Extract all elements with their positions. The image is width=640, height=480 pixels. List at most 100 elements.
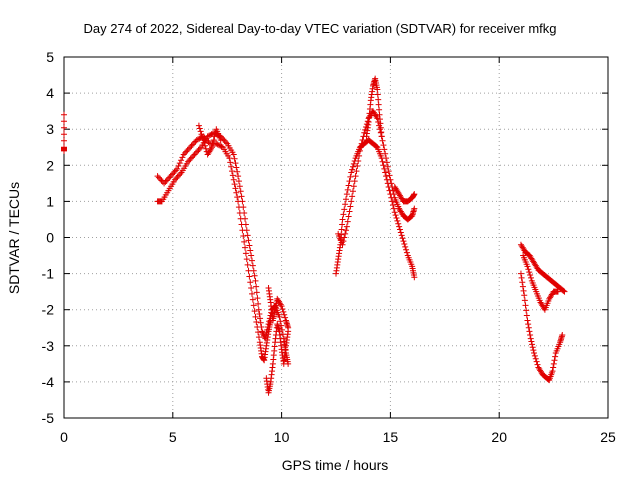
data-point-marker (237, 188, 244, 195)
data-point-marker (253, 289, 260, 296)
data-point-marker (534, 361, 541, 368)
data-point-marker (342, 201, 349, 208)
data-point-marker (195, 147, 202, 154)
data-point-marker (252, 277, 259, 284)
data-point-marker (208, 144, 215, 151)
data-point-marker (345, 182, 352, 189)
data-point-marker (247, 279, 254, 286)
data-point-marker (560, 287, 567, 294)
data-point-marker (179, 154, 186, 161)
data-point-marker (341, 206, 348, 213)
data-point-marker (257, 315, 264, 322)
data-point-marker (338, 226, 345, 233)
data-point-marker (517, 270, 524, 277)
data-point-marker (240, 204, 247, 211)
data-point-marker (243, 256, 250, 263)
data-point-marker (251, 272, 258, 279)
data-point-marker (339, 216, 346, 223)
data-point-marker (343, 227, 350, 234)
data-point-marker (340, 211, 347, 218)
data-point-marker (393, 215, 400, 222)
data-point-marker (205, 132, 212, 139)
data-point-marker (285, 324, 292, 331)
y-tick-label: -4 (42, 374, 55, 390)
data-point-marker (248, 285, 255, 292)
data-point-marker (257, 319, 264, 326)
data-point-marker (163, 177, 170, 184)
data-point-marker (166, 174, 173, 181)
data-point-marker (233, 164, 240, 171)
data-point-marker (176, 160, 183, 167)
data-point-marker (520, 287, 527, 294)
data-point-marker (265, 321, 272, 328)
data-point-marker (244, 232, 251, 239)
data-point-marker (249, 296, 256, 303)
data-point-marker (183, 148, 190, 155)
y-tick-label: 0 (46, 230, 54, 246)
data-point-marker (281, 311, 288, 318)
data-point-marker (353, 168, 360, 175)
data-point-marker (522, 302, 529, 309)
data-point-marker (204, 133, 211, 140)
data-point-marker (177, 170, 184, 177)
data-point-marker (278, 303, 285, 310)
x-axis-label: GPS time / hours (282, 457, 389, 473)
data-point-marker (379, 158, 386, 165)
data-point-marker (234, 194, 241, 201)
data-point-marker (264, 326, 271, 333)
data-point-marker (526, 328, 533, 335)
data-point-marker (356, 147, 363, 154)
data-point-marker (198, 131, 205, 138)
data-point-marker (342, 230, 349, 237)
y-tick-label: 4 (46, 85, 54, 101)
data-point-marker (559, 331, 566, 338)
data-point-marker (399, 235, 406, 242)
data-point-marker (253, 283, 260, 290)
data-point-marker (347, 203, 354, 210)
data-point-marker (236, 183, 243, 190)
data-point-marker (227, 159, 234, 166)
chart-title: Day 274 of 2022, Sidereal Day-to-day VTE… (84, 21, 557, 36)
data-point-marker (389, 198, 396, 205)
data-point-marker (525, 321, 532, 328)
data-point-marker (343, 223, 350, 230)
data-point-marker (349, 193, 356, 200)
y-tick-label: -3 (42, 338, 55, 354)
data-point-marker (202, 142, 209, 149)
data-point-marker (533, 358, 540, 365)
data-point-marker (235, 178, 242, 185)
data-point-marker (192, 150, 199, 157)
data-point-marker (263, 329, 270, 336)
y-tick-label: -2 (42, 302, 55, 318)
data-point-marker (395, 220, 402, 227)
data-point-marker (232, 160, 239, 167)
data-point-marker (403, 246, 410, 253)
data-point-marker (242, 244, 249, 251)
data-point-marker (391, 209, 398, 216)
data-point-marker (251, 308, 258, 315)
data-point-marker (343, 191, 350, 198)
data-point-marker (264, 324, 271, 331)
data-point-marker (221, 137, 228, 144)
data-point-marker (222, 139, 229, 146)
data-point-marker (246, 273, 253, 280)
data-point-marker (210, 137, 217, 144)
data-point-marker (400, 238, 407, 245)
data-point-marker (185, 158, 192, 165)
data-point-marker (239, 198, 246, 205)
data-point-marker (161, 180, 168, 187)
data-point-marker (344, 186, 351, 193)
data-point-marker (201, 139, 208, 146)
data-point-marker (217, 137, 224, 144)
data-point-marker (261, 334, 268, 341)
data-point-marker (249, 257, 256, 264)
data-point-marker (248, 252, 255, 259)
data-point-marker (524, 317, 531, 324)
data-point-marker (381, 146, 388, 153)
data-point-marker (561, 288, 568, 295)
data-point-marker (181, 150, 188, 157)
data-point-marker (250, 302, 257, 309)
data-point-marker (157, 176, 164, 183)
data-point-marker (549, 368, 556, 375)
